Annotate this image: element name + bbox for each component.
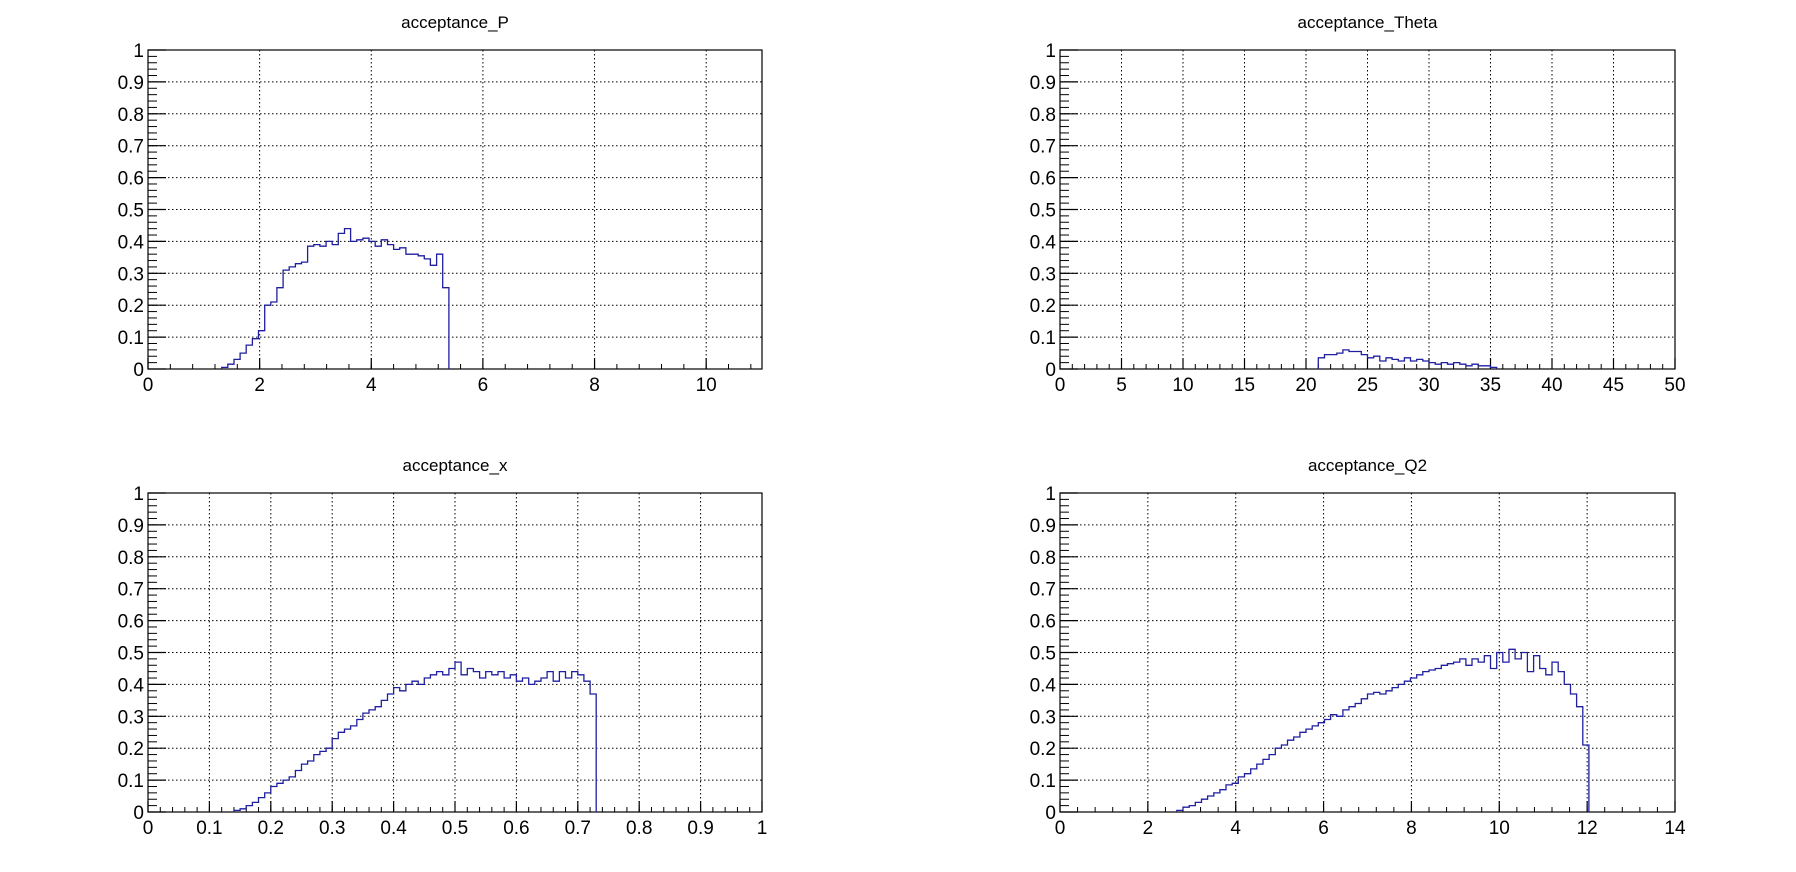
y-tick-label-p: 0.9 — [118, 73, 144, 94]
x-tick-label-theta: 40 — [1541, 375, 1562, 396]
x-tick-label-theta: 50 — [1664, 375, 1685, 396]
y-tick-label-x: 0.3 — [118, 707, 144, 728]
x-tick-label-q2: 14 — [1664, 818, 1686, 839]
y-tick-label-q2: 0.4 — [1030, 675, 1057, 696]
x-tick-label-x: 0.8 — [626, 818, 652, 839]
histogram-line-q2 — [1176, 648, 1590, 812]
x-tick-label-q2: 10 — [1489, 818, 1510, 839]
y-tick-label-theta: 0.3 — [1030, 264, 1056, 285]
x-tick-label-q2: 2 — [1143, 818, 1154, 839]
y-tick-label-theta: 0.6 — [1030, 169, 1056, 190]
x-tick-label-p: 4 — [366, 375, 377, 396]
y-tick-label-theta: 1 — [1045, 41, 1056, 62]
y-tick-label-x: 0.5 — [118, 644, 144, 665]
y-tick-label-x: 0.6 — [118, 612, 144, 633]
x-tick-label-p: 8 — [589, 375, 600, 396]
x-tick-label-x: 0.6 — [503, 818, 529, 839]
y-tick-label-q2: 0.8 — [1030, 548, 1056, 569]
x-tick-label-q2: 0 — [1055, 818, 1066, 839]
x-tick-label-x: 0 — [143, 818, 154, 839]
y-tick-label-q2: 0.2 — [1030, 739, 1056, 760]
y-tick-label-q2: 0.5 — [1030, 644, 1056, 665]
x-tick-label-theta: 10 — [1172, 375, 1193, 396]
y-tick-label-theta: 0 — [1045, 360, 1056, 381]
y-tick-label-theta: 0.5 — [1030, 201, 1056, 222]
y-tick-label-q2: 0.3 — [1030, 707, 1056, 728]
x-tick-label-theta: 0 — [1055, 375, 1066, 396]
y-tick-label-x: 0.7 — [118, 580, 144, 601]
x-tick-label-p: 2 — [254, 375, 265, 396]
y-tick-label-q2: 0.6 — [1030, 612, 1056, 633]
y-tick-label-x: 0.9 — [118, 516, 144, 537]
x-tick-label-q2: 8 — [1406, 818, 1417, 839]
y-tick-label-x: 0.2 — [118, 739, 144, 760]
y-tick-label-p: 0 — [133, 360, 144, 381]
y-tick-label-p: 0.6 — [118, 169, 144, 190]
x-tick-label-theta: 15 — [1234, 375, 1255, 396]
y-tick-label-p: 0.7 — [118, 137, 144, 158]
x-tick-label-theta: 5 — [1116, 375, 1127, 396]
chart-title-x: acceptance_x — [403, 456, 508, 475]
y-tick-label-x: 0.1 — [118, 771, 144, 792]
y-tick-label-theta: 0.8 — [1030, 105, 1056, 126]
y-tick-label-x: 0.4 — [118, 675, 145, 696]
x-tick-label-q2: 6 — [1318, 818, 1329, 839]
y-tick-label-theta: 0.4 — [1030, 232, 1057, 253]
y-tick-label-x: 0 — [133, 803, 144, 824]
x-tick-label-x: 0.4 — [380, 818, 407, 839]
x-tick-label-q2: 12 — [1577, 818, 1598, 839]
chart-title-theta: acceptance_Theta — [1298, 13, 1438, 32]
y-tick-label-q2: 0 — [1045, 803, 1056, 824]
y-tick-label-p: 0.4 — [118, 232, 145, 253]
y-tick-label-theta: 0.1 — [1030, 328, 1056, 349]
x-tick-label-x: 0.5 — [442, 818, 468, 839]
x-tick-label-x: 0.2 — [258, 818, 284, 839]
y-tick-label-q2: 0.1 — [1030, 771, 1056, 792]
x-tick-label-x: 0.9 — [687, 818, 713, 839]
x-tick-label-theta: 30 — [1418, 375, 1439, 396]
y-tick-label-p: 0.2 — [118, 296, 144, 317]
histogram-line-p — [221, 227, 450, 369]
y-tick-label-theta: 0.2 — [1030, 296, 1056, 317]
y-tick-label-p: 0.5 — [118, 201, 144, 222]
x-tick-label-x: 0.1 — [196, 818, 222, 839]
y-tick-label-x: 0.8 — [118, 548, 144, 569]
x-tick-label-p: 0 — [143, 375, 154, 396]
chart-title-p: acceptance_P — [401, 13, 509, 32]
y-tick-label-x: 1 — [133, 484, 144, 505]
y-tick-label-p: 1 — [133, 41, 144, 62]
y-tick-label-q2: 1 — [1045, 484, 1056, 505]
x-tick-label-x: 1 — [757, 818, 768, 839]
y-tick-label-p: 0.8 — [118, 105, 144, 126]
x-tick-label-theta: 35 — [1480, 375, 1501, 396]
x-tick-label-x: 0.7 — [565, 818, 591, 839]
y-tick-label-theta: 0.7 — [1030, 137, 1056, 158]
x-tick-label-q2: 4 — [1230, 818, 1241, 839]
x-tick-label-x: 0.3 — [319, 818, 345, 839]
y-tick-label-q2: 0.9 — [1030, 516, 1056, 537]
y-tick-label-p: 0.3 — [118, 264, 144, 285]
y-tick-label-theta: 0.9 — [1030, 73, 1056, 94]
y-tick-label-p: 0.1 — [118, 328, 144, 349]
histogram-line-x — [233, 661, 597, 812]
y-tick-label-q2: 0.7 — [1030, 580, 1056, 601]
x-tick-label-theta: 45 — [1603, 375, 1624, 396]
x-tick-label-p: 6 — [478, 375, 489, 396]
chart-title-q2: acceptance_Q2 — [1308, 456, 1427, 475]
histogram-line-theta — [1317, 349, 1498, 369]
x-tick-label-p: 10 — [696, 375, 717, 396]
x-tick-label-theta: 20 — [1295, 375, 1316, 396]
x-tick-label-theta: 25 — [1357, 375, 1378, 396]
